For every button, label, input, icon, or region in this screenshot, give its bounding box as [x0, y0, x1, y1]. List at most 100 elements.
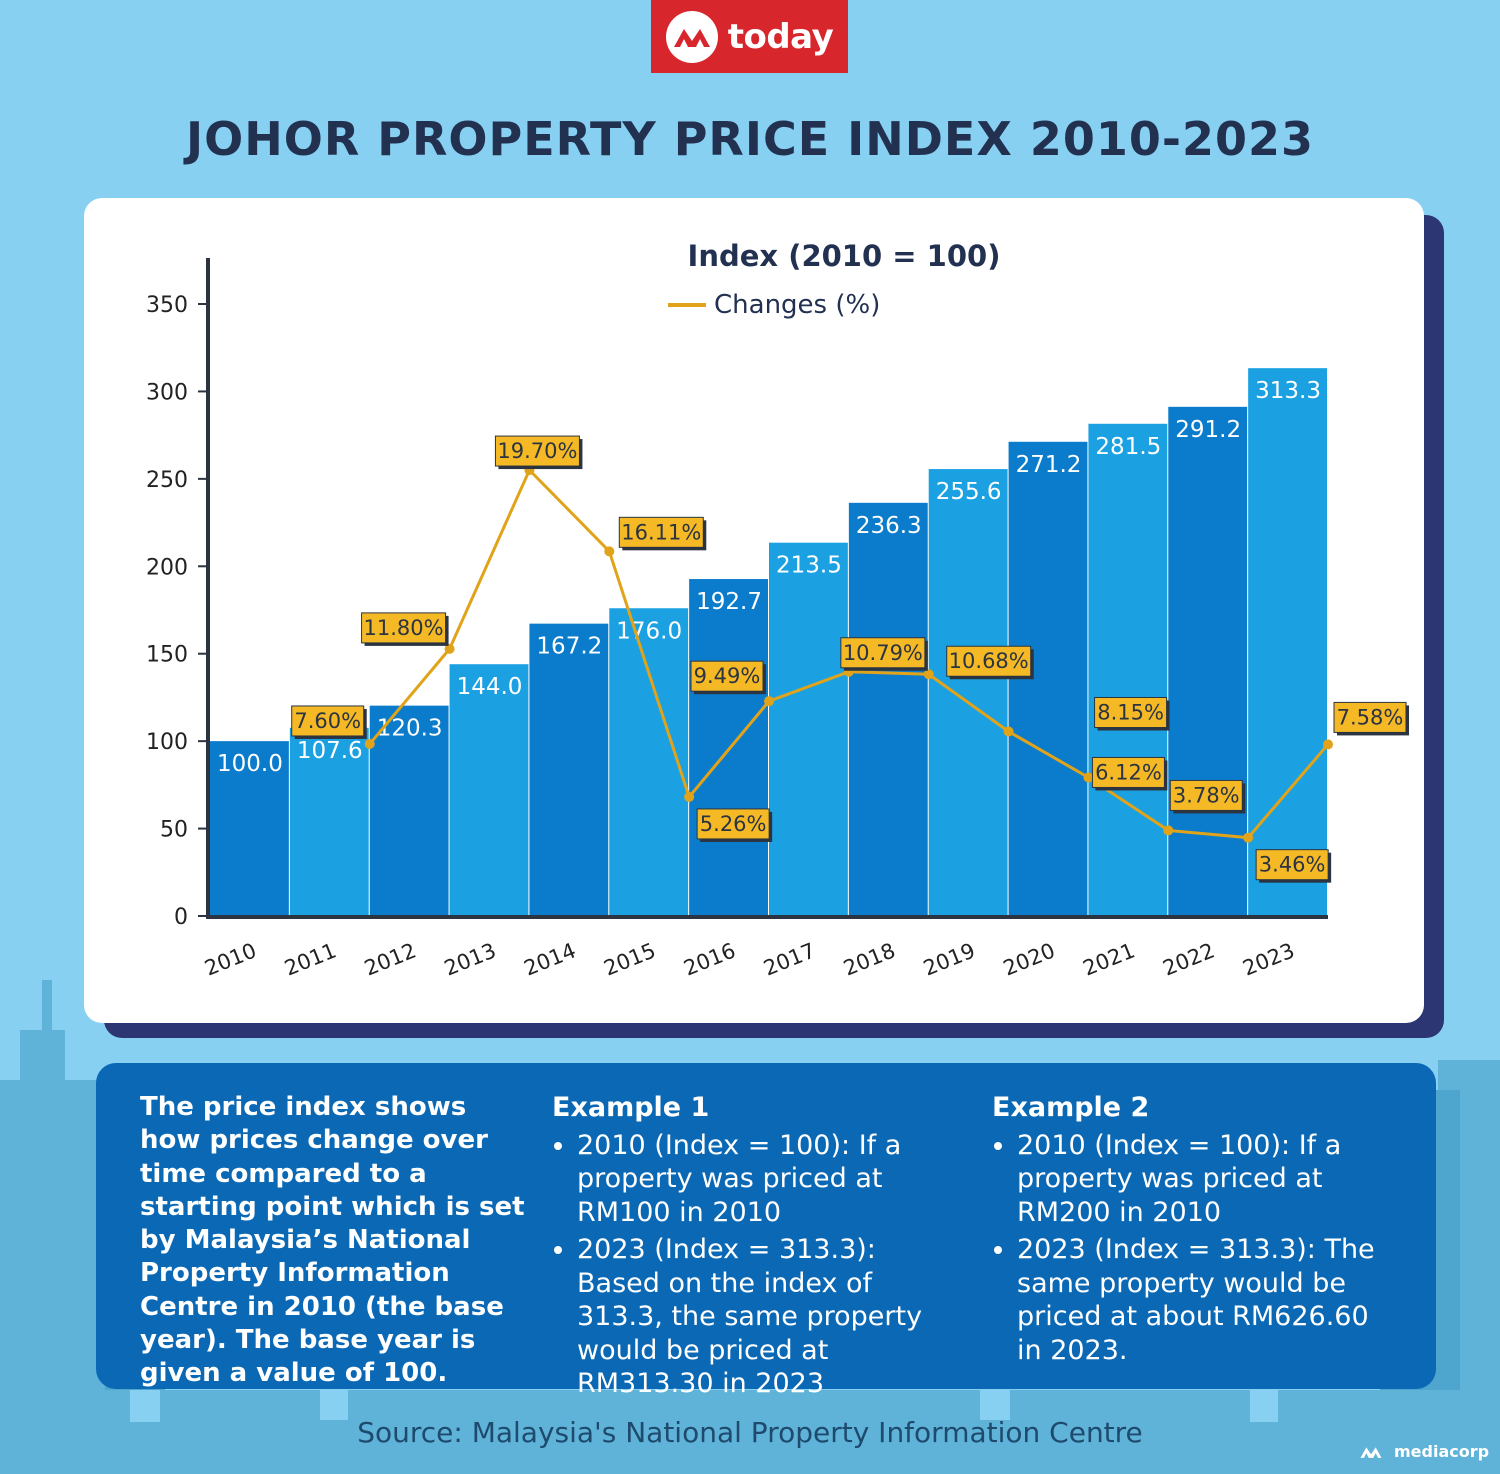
bar-value-label: 255.6: [936, 479, 1002, 505]
y-tick-label: 300: [146, 380, 188, 405]
percent-label-box: [291, 705, 365, 737]
example-2-bullet: 2023 (Index = 313.3): The same property …: [1017, 1233, 1392, 1367]
x-tick-label: 2011: [281, 938, 340, 980]
chart-card: Index (2010 = 100) Changes (%) 100.0 107.6 1…: [84, 198, 1424, 1023]
x-tick-label: 2013: [441, 938, 500, 980]
percent-label: 5.26%: [700, 812, 767, 836]
bar: [529, 623, 609, 916]
changes-point: [444, 643, 455, 654]
bar-value-label: 176.0: [616, 618, 682, 644]
intro-text: The price index shows how prices change …: [140, 1092, 525, 1389]
percent-label: 9.49%: [694, 664, 761, 688]
x-tick-label: 2012: [361, 938, 420, 980]
y-tick-label: 150: [146, 643, 188, 668]
example-1-bullet: 2010 (Index = 100): If a property was pr…: [577, 1129, 962, 1230]
example-2-bullet: 2010 (Index = 100): If a property was pr…: [1017, 1129, 1392, 1230]
y-tick-label: 0: [174, 905, 188, 930]
percent-label-box: [840, 637, 926, 669]
bar: [210, 741, 289, 916]
percent-label: 11.80%: [364, 616, 444, 640]
percent-label-box: [696, 808, 770, 840]
changes-point: [923, 669, 934, 680]
percent-label: 10.79%: [843, 641, 923, 665]
changes-point: [1163, 825, 1174, 836]
bar: [1088, 423, 1168, 916]
bar-value-label: 271.2: [1016, 452, 1082, 478]
percent-label-box: [1094, 697, 1168, 729]
mediacorp-logo: mediacorp: [1354, 1442, 1489, 1461]
changes-point: [364, 738, 375, 749]
bar: [1248, 368, 1327, 916]
percent-label: 7.58%: [1337, 705, 1404, 729]
mediacorp-mark-icon: [665, 10, 718, 63]
x-tick-label: 2020: [1000, 938, 1059, 980]
percent-label: 3.46%: [1259, 853, 1326, 877]
today-logo: today: [651, 0, 848, 73]
changes-point: [1243, 832, 1254, 843]
bar: [369, 705, 449, 916]
percent-label-box: [494, 435, 580, 467]
logo-text: today: [727, 16, 834, 57]
bar: [449, 664, 529, 916]
page-title: JOHOR PROPERTY PRICE INDEX 2010-2023: [186, 112, 1314, 166]
x-tick-label: 2023: [1239, 938, 1298, 980]
example-2-heading: Example 2: [992, 1092, 1150, 1123]
bar: [289, 727, 369, 916]
x-tick-label: 2017: [760, 938, 819, 980]
x-tick-label: 2010: [201, 938, 260, 980]
example-2: Example 2 2010 (Index = 100): If a prope…: [992, 1091, 1392, 1371]
y-tick-label: 100: [146, 730, 188, 755]
bar-value-label: 107.6: [297, 738, 363, 764]
percent-label-box: [946, 645, 1032, 677]
bar-value-label: 291.2: [1175, 417, 1241, 443]
percent-label: 6.12%: [1095, 760, 1162, 784]
percent-label-box: [1255, 849, 1329, 881]
x-tick-label: 2014: [521, 938, 580, 980]
bar: [609, 608, 689, 916]
bar-value-label: 192.7: [696, 589, 762, 615]
legend-label: Changes (%): [714, 290, 880, 320]
percent-label-box: [690, 660, 764, 692]
bar: [1168, 406, 1248, 916]
index-chart: Index (2010 = 100) Changes (%) 100.0 107.6 1…: [146, 239, 1409, 981]
bar-value-label: 120.3: [377, 716, 443, 742]
changes-point: [1323, 739, 1333, 750]
bar: [769, 542, 848, 916]
mediacorp-text: mediacorp: [1394, 1442, 1490, 1461]
percent-label: 8.15%: [1097, 701, 1164, 725]
x-tick-label: 2019: [920, 938, 979, 980]
chart-title: Index (2010 = 100): [688, 239, 1001, 273]
percent-label: 19.70%: [497, 439, 577, 463]
bar: [928, 469, 1008, 916]
changes-point: [764, 696, 774, 707]
example-1-heading: Example 1: [552, 1092, 710, 1123]
y-tick-label: 250: [146, 468, 188, 493]
percent-label: 16.11%: [621, 520, 701, 544]
bar-value-label: 167.2: [536, 634, 602, 660]
percent-label-box: [1333, 701, 1407, 733]
bar-value-label: 100.0: [217, 751, 283, 777]
y-tick-label: 200: [146, 555, 188, 580]
changes-point: [1083, 772, 1094, 783]
bar-value-label: 144.0: [457, 674, 523, 700]
changes-point: [1003, 726, 1014, 737]
percent-label: 3.78%: [1173, 783, 1240, 807]
x-tick-label: 2015: [601, 938, 660, 980]
changes-point: [604, 546, 615, 557]
percent-label-box: [1091, 756, 1165, 788]
percent-label-box: [618, 516, 704, 548]
bar-value-label: 213.5: [776, 553, 842, 579]
percent-label: 10.68%: [949, 649, 1029, 673]
source-note: Source: Malaysia's National Property Inf…: [357, 1416, 1143, 1449]
bar-value-label: 236.3: [856, 513, 922, 539]
changes-point: [684, 791, 695, 802]
percent-label-box: [361, 612, 447, 644]
bar: [848, 502, 928, 916]
x-tick-label: 2022: [1160, 938, 1219, 980]
x-tick-label: 2021: [1080, 938, 1139, 980]
x-tick-label: 2018: [840, 938, 899, 980]
y-tick-label: 50: [160, 818, 188, 843]
x-tick-label: 2016: [680, 938, 739, 980]
example-1-bullet: 2023 (Index = 313.3): Based on the index…: [577, 1233, 962, 1401]
percent-label-box: [1169, 779, 1243, 811]
